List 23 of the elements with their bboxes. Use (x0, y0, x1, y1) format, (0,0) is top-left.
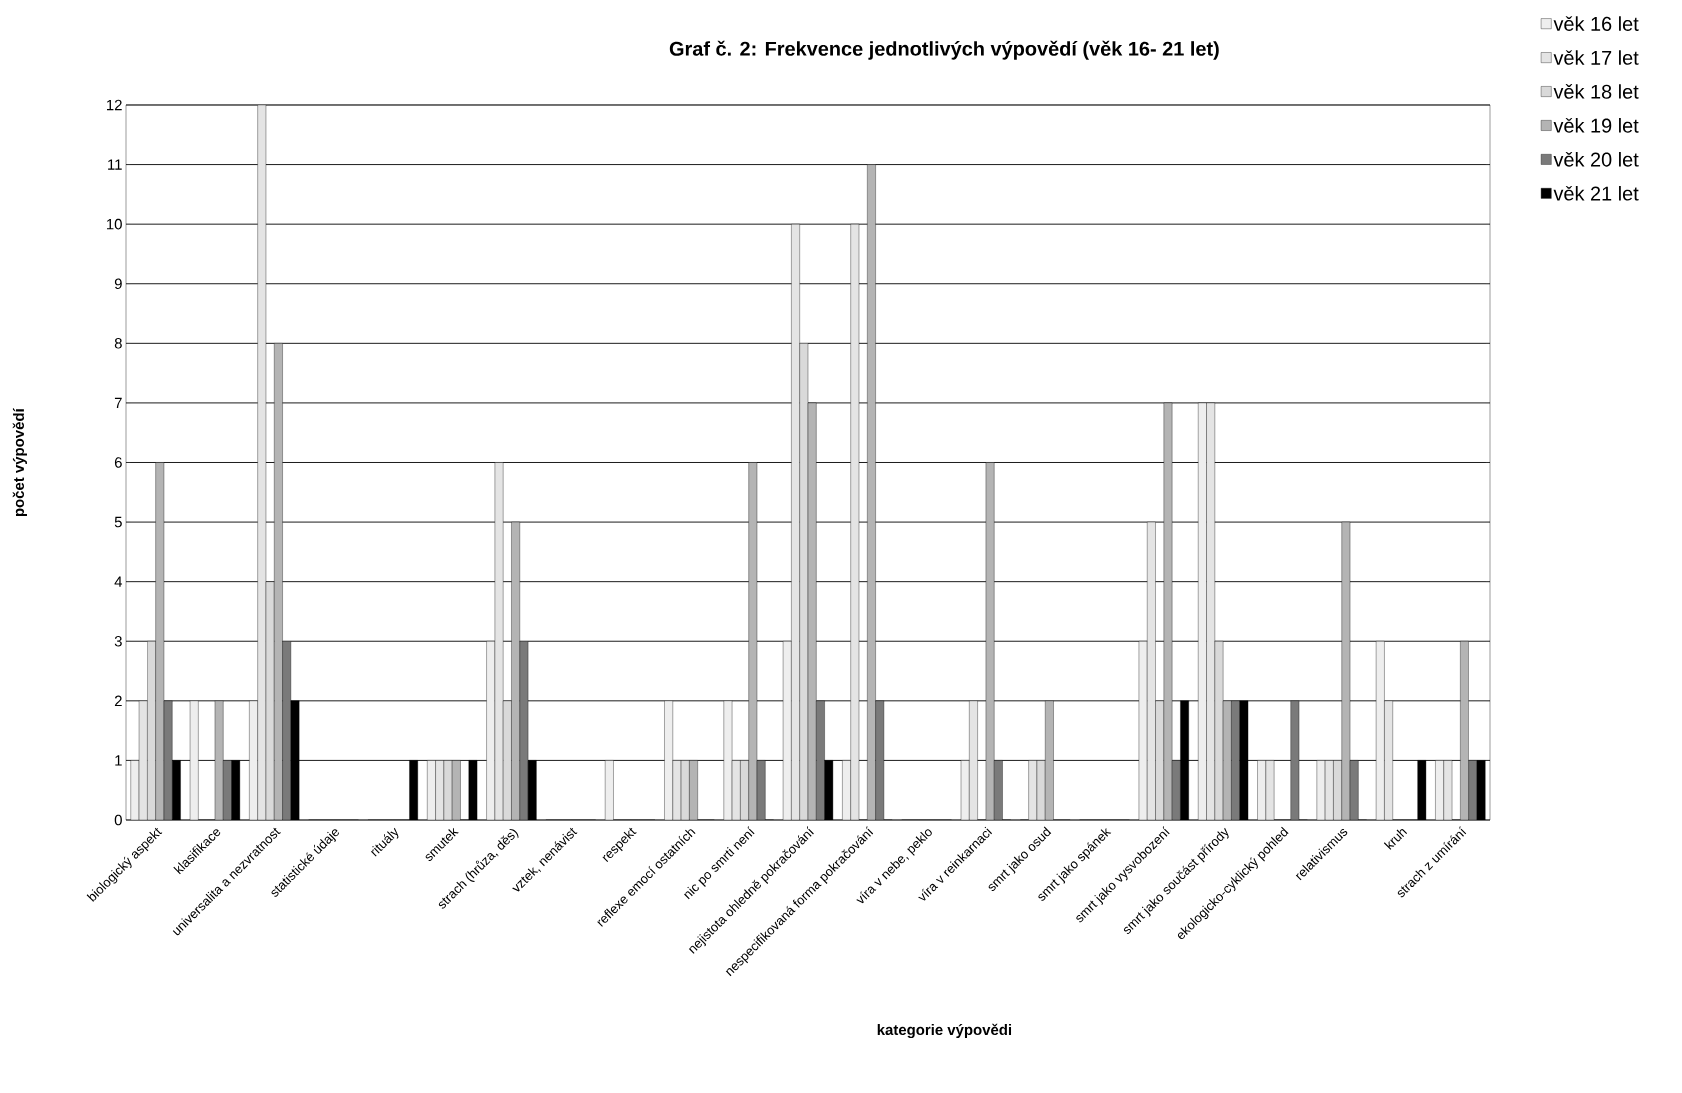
legend-label: věk 18 let (1553, 84, 1639, 99)
legend-label: věk 20 let (1553, 151, 1639, 167)
legend-label: věk 19 let (1553, 118, 1639, 133)
y-tick-label: 6 (114, 457, 122, 468)
y-tick-label: 3 (114, 635, 122, 647)
y-tick-label: 4 (114, 576, 123, 587)
y-tick-label: 9 (114, 278, 122, 290)
legend-label: věk 17 let (1553, 50, 1639, 65)
y-axis-title: počet výpovědí (12, 407, 27, 517)
legend-label: věk 16 let (1553, 16, 1639, 31)
y-tick-label: 8 (114, 338, 122, 349)
x-tick-label: kruh (1383, 829, 1408, 850)
y-tick-label: 11 (108, 159, 122, 170)
y-tick-label: 5 (114, 516, 122, 528)
y-tick-label: 1 (115, 755, 122, 766)
y-tick-label: 0 (114, 814, 122, 826)
chart-title: Graf č. 2: Frekvence jednotlivých výpovědí (věk 16- 21 let) (669, 40, 1219, 60)
y-tick-label: 10 (107, 218, 122, 230)
y-tick-label: 7 (114, 397, 122, 409)
legend-label: věk 21 let (1553, 185, 1639, 201)
x-axis-title: kategorie výpovědi (877, 1023, 1012, 1039)
y-tick-label: 12 (107, 99, 122, 111)
y-tick-label: 2 (114, 695, 122, 707)
